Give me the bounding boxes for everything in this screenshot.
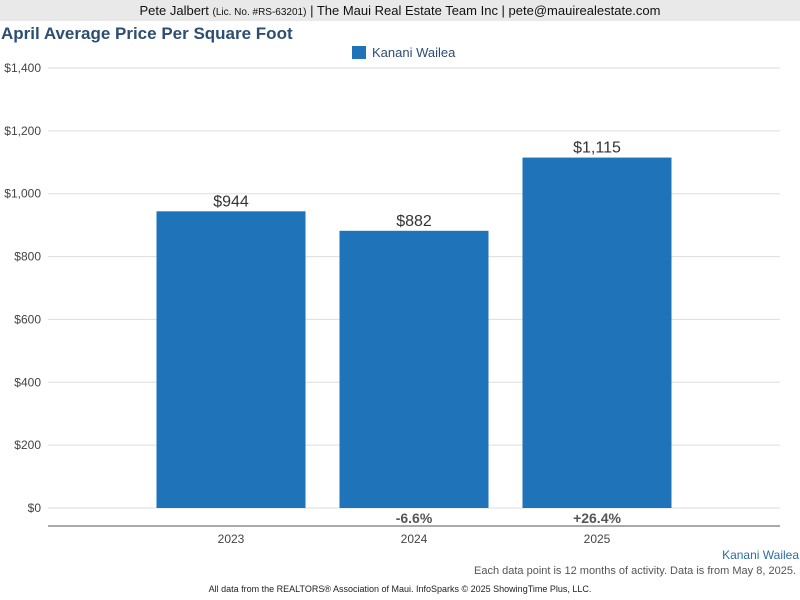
y-tick-label: $0 — [28, 501, 42, 515]
bar-value-label: $1,115 — [573, 140, 621, 157]
bar — [156, 211, 306, 509]
percent-change-label: +26.4% — [573, 510, 621, 526]
agent-name: Pete Jalbert — [139, 3, 209, 18]
header-bar: Pete Jalbert (Lic. No. #RS-63201) | The … — [0, 0, 800, 21]
bar-value-label: $882 — [396, 213, 432, 230]
y-tick-label: $400 — [14, 375, 41, 389]
footer-source: All data from the REALTORS® Association … — [208, 584, 592, 594]
y-tick-label: $600 — [14, 312, 41, 326]
x-tick-label: 2025 — [584, 532, 611, 546]
chart-title: April Average Price Per Square Foot — [1, 24, 293, 43]
footer-note: Each data point is 12 months of activity… — [473, 565, 796, 577]
y-tick-label: $200 — [14, 438, 41, 452]
y-tick-label: $800 — [14, 250, 41, 264]
header-contact: | The Maui Real Estate Team Inc | pete@m… — [310, 3, 661, 18]
x-tick-label: 2024 — [401, 532, 428, 546]
bar-chart: $0 $200 $400 $600 $800 $1,000 $1,200 $1,400 $944… — [4, 61, 780, 546]
x-tick-label: 2023 — [218, 532, 245, 546]
bar-value-label: $944 — [213, 193, 249, 210]
legend[interactable]: Kanani Wailea — [352, 45, 455, 60]
y-tick-label: $1,400 — [4, 61, 41, 75]
bar — [522, 157, 672, 509]
footer-series-label: Kanani Wailea — [722, 548, 799, 562]
bar — [339, 230, 489, 509]
percent-change-label: -6.6% — [396, 510, 433, 526]
license-number: (Lic. No. #RS-63201) — [212, 7, 307, 18]
legend-label: Kanani Wailea — [372, 45, 456, 60]
y-tick-label: $1,000 — [4, 187, 41, 201]
y-tick-label: $1,200 — [4, 124, 41, 138]
legend-swatch — [352, 46, 366, 59]
